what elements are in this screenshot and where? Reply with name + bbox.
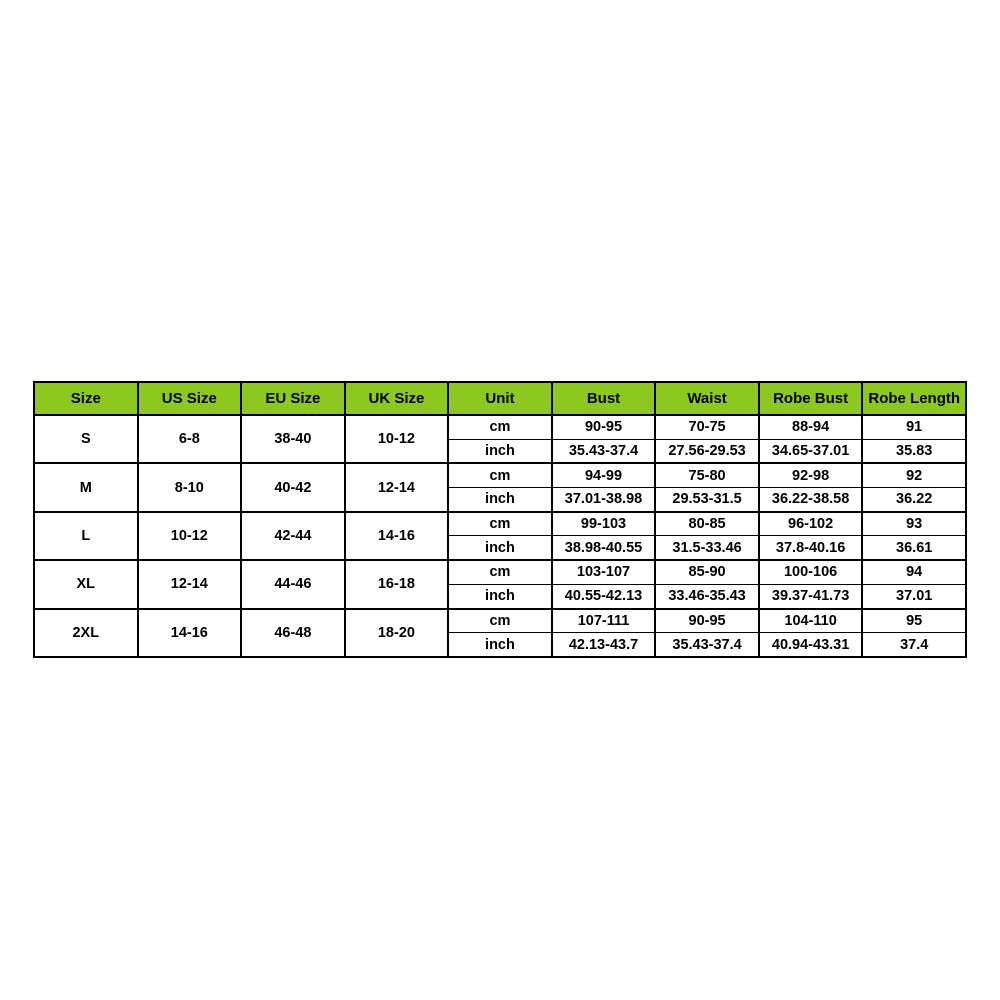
cell-robe-length: 37.01 xyxy=(861,583,967,610)
cell-size: L xyxy=(33,510,139,562)
cell-bust: 35.43-37.4 xyxy=(550,438,657,465)
cell-robe-length: 91 xyxy=(861,413,967,440)
table-row: XL 12-14 44-46 16-18 cm 103-107 85-90 10… xyxy=(33,559,967,610)
cell-waist: 29.53-31.5 xyxy=(654,487,760,513)
cell-waist: 31.5-33.46 xyxy=(654,535,760,562)
cell-robe-bust: 40.94-43.31 xyxy=(757,632,864,659)
cell-bust: 37.01-38.98 xyxy=(550,487,657,513)
cell-robe-bust: 37.8-40.16 xyxy=(757,535,864,562)
cell-unit: cm xyxy=(447,607,553,634)
column-header-robe-bust: Robe Bust xyxy=(757,381,864,416)
column-header-uk-size: UK Size xyxy=(343,381,450,416)
size-chart-table: Size US Size EU Size UK Size Unit Bust W… xyxy=(33,381,967,659)
cell-robe-bust: 104-110 xyxy=(757,607,864,634)
cell-size: XL xyxy=(33,559,139,610)
column-header-robe-length: Robe Length xyxy=(861,381,967,416)
cell-waist: 80-85 xyxy=(654,510,760,537)
cell-unit: cm xyxy=(447,462,553,489)
column-header-unit: Unit xyxy=(447,381,553,416)
cell-unit: inch xyxy=(447,535,553,562)
cell-waist: 27.56-29.53 xyxy=(654,438,760,465)
cell-robe-bust: 34.65-37.01 xyxy=(757,438,864,465)
cell-waist: 90-95 xyxy=(654,607,760,634)
cell-robe-bust: 92-98 xyxy=(757,462,864,489)
cell-bust: 42.13-43.7 xyxy=(550,632,657,659)
table-header-row: Size US Size EU Size UK Size Unit Bust W… xyxy=(33,381,967,416)
cell-robe-bust: 100-106 xyxy=(757,559,864,585)
cell-robe-length: 35.83 xyxy=(861,438,967,465)
cell-bust: 40.55-42.13 xyxy=(550,583,657,610)
table-row: 2XL 14-16 46-48 18-20 cm 107-111 90-95 1… xyxy=(33,607,967,658)
cell-bust: 99-103 xyxy=(550,510,657,537)
cell-bust: 94-99 xyxy=(550,462,657,489)
cell-robe-bust: 36.22-38.58 xyxy=(757,487,864,513)
table-row: inch 42.13-43.7 35.43-37.4 40.94-43.31 3… xyxy=(34,632,967,659)
cell-bust: 38.98-40.55 xyxy=(550,535,657,562)
cell-robe-length: 95 xyxy=(861,607,967,634)
cell-us-size: 8-10 xyxy=(136,462,243,513)
cell-size: M xyxy=(33,462,139,513)
cell-eu-size: 46-48 xyxy=(240,607,346,658)
cell-us-size: 14-16 xyxy=(136,607,243,658)
cell-uk-size: 14-16 xyxy=(343,510,450,562)
cell-uk-size: 16-18 xyxy=(343,559,450,610)
column-header-us-size: US Size xyxy=(136,381,243,416)
cell-us-size: 6-8 xyxy=(136,413,243,465)
table-row: inch 38.98-40.55 31.5-33.46 37.8-40.16 3… xyxy=(34,535,967,562)
cell-bust: 107-111 xyxy=(550,607,657,634)
cell-eu-size: 38-40 xyxy=(240,413,346,465)
cell-eu-size: 44-46 xyxy=(240,559,346,610)
cell-uk-size: 12-14 xyxy=(343,462,450,513)
table-row: L 10-12 42-44 14-16 cm 99-103 80-85 96-1… xyxy=(33,510,967,562)
cell-waist: 85-90 xyxy=(654,559,760,585)
cell-robe-length: 94 xyxy=(861,559,967,585)
cell-robe-length: 37.4 xyxy=(861,632,967,659)
cell-unit: inch xyxy=(447,632,553,659)
cell-waist: 33.46-35.43 xyxy=(654,583,760,610)
cell-unit: cm xyxy=(447,510,553,537)
cell-robe-length: 36.61 xyxy=(861,535,967,562)
table-row: inch 37.01-38.98 29.53-31.5 36.22-38.58 … xyxy=(34,487,967,513)
cell-unit: inch xyxy=(447,583,553,610)
cell-size: 2XL xyxy=(33,607,139,658)
column-header-bust: Bust xyxy=(550,381,657,416)
cell-eu-size: 40-42 xyxy=(240,462,346,513)
cell-unit: inch xyxy=(447,487,553,513)
cell-robe-bust: 88-94 xyxy=(757,413,864,440)
table-row: inch 40.55-42.13 33.46-35.43 39.37-41.73… xyxy=(34,583,967,610)
column-header-waist: Waist xyxy=(654,381,760,416)
cell-bust: 103-107 xyxy=(550,559,657,585)
column-header-size: Size xyxy=(33,381,139,416)
cell-robe-length: 36.22 xyxy=(861,487,967,513)
cell-robe-bust: 96-102 xyxy=(757,510,864,537)
cell-robe-bust: 39.37-41.73 xyxy=(757,583,864,610)
table-row: S 6-8 38-40 10-12 cm 90-95 70-75 88-94 9… xyxy=(33,413,967,465)
cell-robe-length: 92 xyxy=(861,462,967,489)
cell-waist: 35.43-37.4 xyxy=(654,632,760,659)
cell-us-size: 10-12 xyxy=(136,510,243,562)
cell-eu-size: 42-44 xyxy=(240,510,346,562)
cell-waist: 70-75 xyxy=(654,413,760,440)
table-row: M 8-10 40-42 12-14 cm 94-99 75-80 92-98 … xyxy=(33,462,967,513)
table-row: inch 35.43-37.4 27.56-29.53 34.65-37.01 … xyxy=(34,438,967,465)
cell-bust: 90-95 xyxy=(550,413,657,440)
cell-uk-size: 18-20 xyxy=(343,607,450,658)
cell-unit: cm xyxy=(447,413,553,440)
cell-unit: inch xyxy=(447,438,553,465)
column-header-eu-size: EU Size xyxy=(240,381,346,416)
cell-us-size: 12-14 xyxy=(136,559,243,610)
cell-waist: 75-80 xyxy=(654,462,760,489)
cell-unit: cm xyxy=(447,559,553,585)
cell-size: S xyxy=(33,413,139,465)
cell-robe-length: 93 xyxy=(861,510,967,537)
cell-uk-size: 10-12 xyxy=(343,413,450,465)
